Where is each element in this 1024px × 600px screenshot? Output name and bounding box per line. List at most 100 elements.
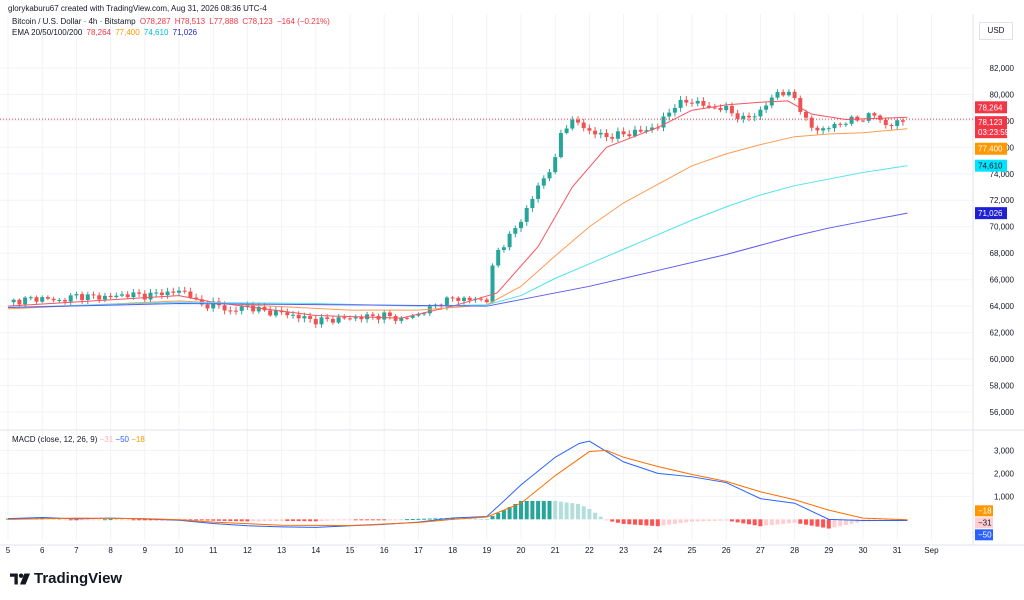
ema200-line (7, 212, 908, 309)
price-axis-label-bg (975, 116, 1007, 139)
macd-histogram-bar (205, 519, 210, 521)
candle-body (416, 313, 421, 316)
macd-histogram-bar (467, 518, 472, 520)
ema-legend-label: EMA 20/50/100/200 (12, 28, 83, 37)
macd-histogram-bar (849, 519, 854, 524)
macd-histogram-bar (382, 519, 387, 521)
candle-body (536, 185, 541, 199)
candle-body (125, 294, 130, 298)
macd-histogram-bar (804, 519, 808, 525)
macd-histogram-bar (832, 519, 837, 528)
tradingview-logo-icon (10, 572, 30, 585)
price-axis-label: 78,264 (978, 103, 1003, 112)
candle-body (251, 305, 256, 312)
candle-body (667, 112, 672, 117)
candle-body (815, 127, 820, 131)
macd-histogram-bar (821, 519, 826, 528)
candle-body (553, 157, 558, 173)
macd-histogram-bar (678, 519, 683, 524)
x-tick-label: 17 (414, 546, 423, 555)
candle-body (752, 116, 757, 118)
candle-body (786, 91, 791, 96)
candle-body (729, 105, 734, 114)
y-tick-label: 64,000 (990, 302, 1015, 311)
ohlc-high: H78,513 (174, 17, 206, 26)
candle-body (587, 128, 592, 131)
ohlc-open: O78,287 (139, 17, 171, 26)
macd-histogram-bar (484, 518, 489, 520)
candle-body (655, 127, 660, 129)
macd-histogram-bar (524, 500, 529, 520)
x-tick-label: 21 (551, 546, 560, 555)
x-tick-label: 27 (756, 546, 765, 555)
macd-tick-label: 1,000 (994, 492, 1015, 501)
x-tick-label: 26 (722, 546, 731, 555)
macd-signal-value: −18 (131, 435, 145, 444)
macd-histogram-bar (302, 519, 307, 522)
macd-histogram-bar (769, 519, 774, 526)
x-tick-label: 14 (311, 546, 320, 555)
candle-body (644, 130, 649, 132)
macd-histogram-bar (615, 519, 620, 523)
candle-body (741, 115, 746, 119)
macd-histogram-bar (519, 500, 523, 520)
candle-body (308, 316, 313, 319)
header-symbol-row: Bitcoin / U.S. Dollar · 4h · Bitstamp O7… (12, 17, 332, 26)
y-tick-label: 72,000 (990, 196, 1015, 205)
x-tick-label: 15 (346, 546, 355, 555)
macd-histogram-bar (758, 519, 763, 527)
macd-histogram-bar (245, 519, 250, 522)
candle-body (91, 294, 96, 296)
macd-histogram-bar (775, 519, 780, 525)
macd-histogram-bar (809, 519, 814, 526)
macd-histogram-bar (330, 519, 335, 521)
macd-histogram-bar (359, 519, 364, 521)
macd-histogram-bar (604, 519, 609, 521)
candle-body (735, 113, 740, 119)
macd-legend: MACD (close, 12, 26, 9) −31 −50 −18 (12, 435, 145, 444)
macd-histogram-bar (336, 519, 341, 521)
candle-body (399, 317, 404, 321)
macd-histogram-bar (450, 517, 455, 520)
candle-body (462, 297, 466, 301)
price-axis-label-bg (975, 101, 1007, 114)
candle-body (764, 105, 769, 110)
ohlc-low: L77,888 (209, 17, 239, 26)
y-tick-label: 80,000 (990, 90, 1015, 99)
candle-body (23, 297, 28, 305)
macd-axis-label: −31 (978, 518, 992, 527)
macd-histogram-bar (268, 519, 273, 522)
macd-histogram-bar (125, 519, 130, 521)
candle-body (273, 310, 278, 316)
macd-histogram-bar (826, 519, 831, 529)
currency-button[interactable]: USD (979, 22, 1013, 40)
macd-histogram-bar (530, 500, 535, 520)
macd-histogram-bar (741, 519, 746, 524)
candle-body (638, 129, 643, 132)
macd-histogram-bar (621, 519, 626, 524)
macd-histogram-bar (815, 519, 820, 527)
macd-histogram-bar (387, 519, 392, 521)
candle-body (205, 304, 210, 309)
macd-histogram-bar (672, 519, 677, 524)
macd-histogram-bar (63, 519, 67, 521)
macd-histogram-bar (718, 519, 723, 521)
macd-histogram-bar (80, 519, 85, 521)
macd-histogram-bar (724, 519, 729, 521)
candle-body (456, 297, 461, 301)
macd-histogram-bar (541, 500, 546, 520)
macd-histogram-bar (712, 519, 717, 521)
candle-body (63, 300, 67, 302)
candle-body (296, 314, 301, 319)
candle-body (758, 109, 763, 117)
macd-histogram-bar (376, 519, 381, 521)
macd-histogram-bar (102, 519, 107, 521)
candle-body (490, 265, 495, 303)
macd-axis-label: −50 (978, 530, 992, 539)
macd-histogram-bar (137, 519, 142, 521)
candle-body (410, 315, 415, 318)
macd-histogram-bar (393, 519, 398, 521)
macd-histogram-bar (262, 519, 267, 522)
macd-histogram-bar (536, 500, 541, 520)
